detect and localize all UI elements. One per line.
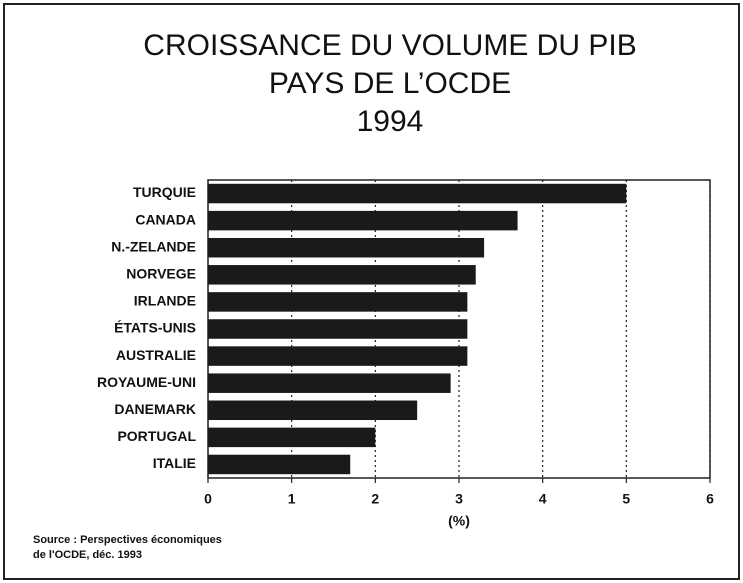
bar	[208, 183, 627, 204]
x-tick-label: 4	[539, 491, 547, 507]
bar	[208, 427, 376, 448]
source-note: de l'OCDE, déc. 1993	[33, 549, 142, 561]
y-tick-label: ITALIE	[153, 455, 196, 471]
x-tick-label: 6	[706, 491, 714, 507]
x-tick-label: 2	[371, 491, 379, 507]
x-tick-label: 0	[204, 491, 212, 507]
y-tick-label: ÉTATS-UNIS	[114, 320, 196, 336]
chart-title: CROISSANCE DU VOLUME DU PIB	[143, 29, 636, 62]
y-tick-label: ROYAUME-UNI	[97, 374, 196, 390]
chart-title: 1994	[357, 105, 424, 138]
chart-title: PAYS DE L’OCDE	[269, 67, 511, 100]
x-tick-label: 5	[622, 491, 630, 507]
frame	[3, 3, 740, 580]
y-tick-label: N.-ZELANDE	[111, 238, 196, 254]
bar	[208, 237, 485, 258]
x-tick-label: 3	[455, 491, 463, 507]
bar	[208, 373, 451, 393]
bar	[208, 210, 518, 231]
bar	[208, 454, 351, 475]
y-tick-label: TURQUIE	[133, 184, 196, 200]
y-tick-label: PORTUGAL	[117, 428, 196, 444]
bar	[208, 292, 468, 312]
source-note: Source : Perspectives économiques	[33, 534, 222, 546]
y-tick-label: DANEMARK	[114, 401, 196, 417]
bar	[208, 319, 468, 339]
y-tick-label: CANADA	[135, 211, 196, 227]
x-tick-label: 1	[288, 491, 296, 507]
x-axis-label: (%)	[448, 513, 470, 529]
y-tick-label: NORVEGE	[126, 266, 196, 282]
y-tick-label: IRLANDE	[134, 293, 196, 309]
bar	[208, 265, 476, 285]
bar	[208, 400, 418, 421]
bar	[208, 346, 468, 366]
y-tick-label: AUSTRALIE	[116, 347, 196, 363]
